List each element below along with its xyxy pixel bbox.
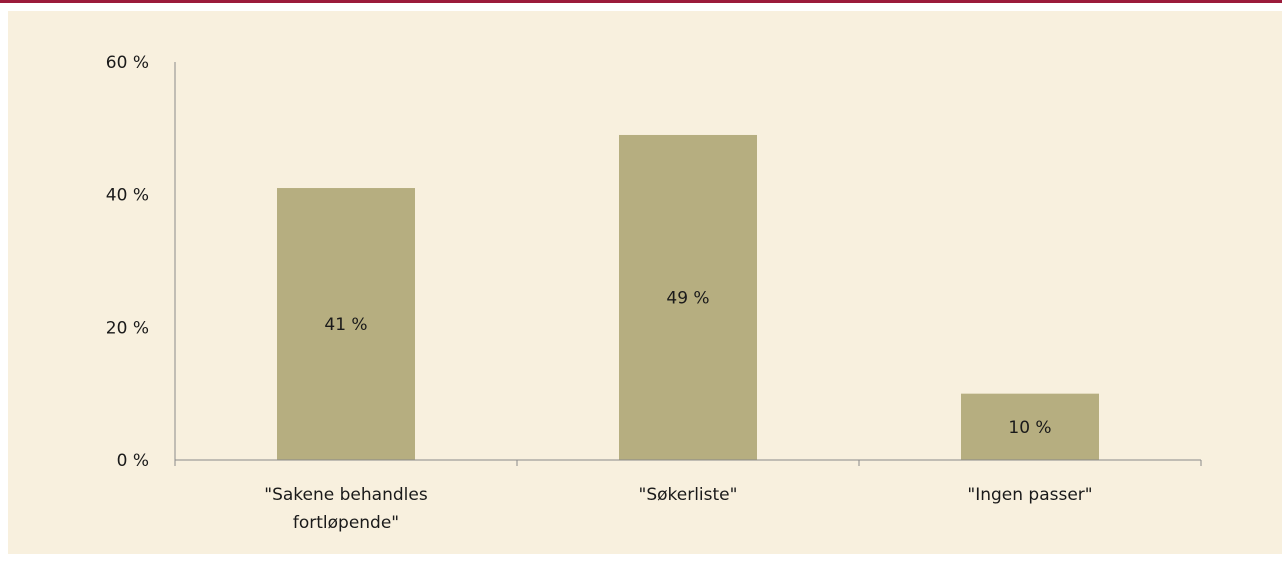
x-category-label: "Ingen passer": [967, 485, 1092, 505]
bar: [277, 188, 415, 461]
y-tick-label: 60 %: [106, 53, 149, 73]
x-category-label: "Sakene behandles fortløpende": [264, 485, 428, 533]
data-label: 10 %: [1008, 418, 1051, 438]
data-labels: 41 % 49 % 10 %: [324, 288, 1051, 437]
data-label: 49 %: [666, 288, 709, 308]
y-tick-label: 20 %: [106, 318, 149, 338]
axes: [174, 62, 1202, 466]
y-tick-label: 40 %: [106, 186, 149, 206]
top-rule: [0, 0, 1282, 3]
data-label: 41 %: [324, 315, 367, 335]
y-tick-label: 0 %: [117, 451, 149, 471]
bar: [619, 134, 757, 460]
x-axis-labels: "Sakene behandles fortløpende" "Søkerliste…: [264, 485, 1092, 533]
y-axis-ticks: 0 % 20 % 40 % 60 %: [106, 53, 149, 471]
x-category-label: "Søkerliste": [639, 485, 738, 505]
bars: [277, 134, 1099, 461]
bar: [961, 393, 1099, 460]
